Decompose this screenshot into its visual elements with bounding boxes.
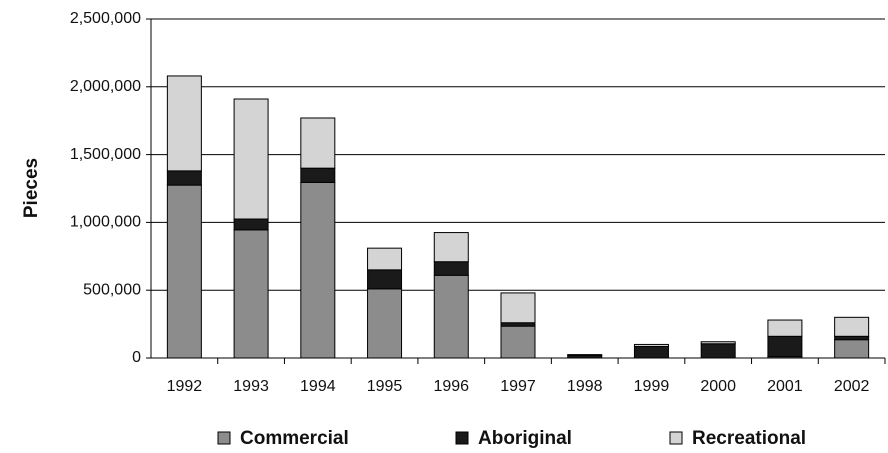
bar-segment: [633, 343, 669, 347]
y-tick-label: 2,000,000: [70, 78, 141, 95]
bar-segment: [567, 354, 603, 356]
y-axis-label: Pieces: [21, 158, 42, 218]
y-tick-label: 2,500,000: [70, 10, 141, 27]
bar-segment: [233, 98, 269, 220]
x-tick-label: 1999: [634, 378, 670, 395]
legend-swatch: [669, 431, 683, 445]
legend-label: Aboriginal: [478, 428, 572, 449]
bar-segment: [633, 345, 669, 359]
bar-segment: [367, 288, 403, 359]
x-tick-label: 2001: [767, 378, 803, 395]
legend-swatch: [455, 431, 469, 445]
y-tick-label: 500,000: [83, 281, 141, 298]
x-tick-label: 1997: [500, 378, 536, 395]
x-tick-label: 1993: [233, 378, 269, 395]
bar-segment: [433, 274, 469, 359]
bar-segment: [367, 269, 403, 290]
bar-segment: [834, 316, 870, 337]
legend-swatch: [217, 431, 231, 445]
y-tick-label: 1,000,000: [70, 214, 141, 231]
x-tick-label: 1998: [567, 378, 603, 395]
bar-segment: [834, 339, 870, 359]
x-tick-label: 1996: [433, 378, 469, 395]
bar-segment: [700, 341, 736, 345]
bar-segment: [433, 261, 469, 276]
bar-segment: [500, 322, 536, 327]
bar-segment: [300, 117, 336, 169]
x-tick-label: 1992: [167, 378, 203, 395]
x-tick-label: 2002: [834, 378, 870, 395]
bar-segment: [500, 325, 536, 359]
x-tick-label: 1994: [300, 378, 336, 395]
bar-segment: [767, 335, 803, 358]
bar-segment: [500, 292, 536, 324]
x-tick-label: 1995: [367, 378, 403, 395]
y-tick-label: 0: [132, 349, 141, 366]
bar-segment: [166, 184, 202, 359]
bar-segment: [367, 247, 403, 271]
x-tick-label: 2000: [700, 378, 736, 395]
bar-segment: [166, 75, 202, 172]
bar-segment: [767, 319, 803, 337]
bar-segment: [166, 170, 202, 186]
bar-segment: [233, 229, 269, 359]
bar-segment: [700, 343, 736, 359]
y-tick-label: 1,500,000: [70, 146, 141, 163]
legend-label: Commercial: [240, 428, 349, 449]
bar-segment: [834, 335, 870, 341]
bar-segment: [233, 218, 269, 231]
legend-label: Recreational: [692, 428, 806, 449]
bar-segment: [300, 167, 336, 183]
bar-segment: [300, 181, 336, 359]
bar-segment: [433, 232, 469, 263]
